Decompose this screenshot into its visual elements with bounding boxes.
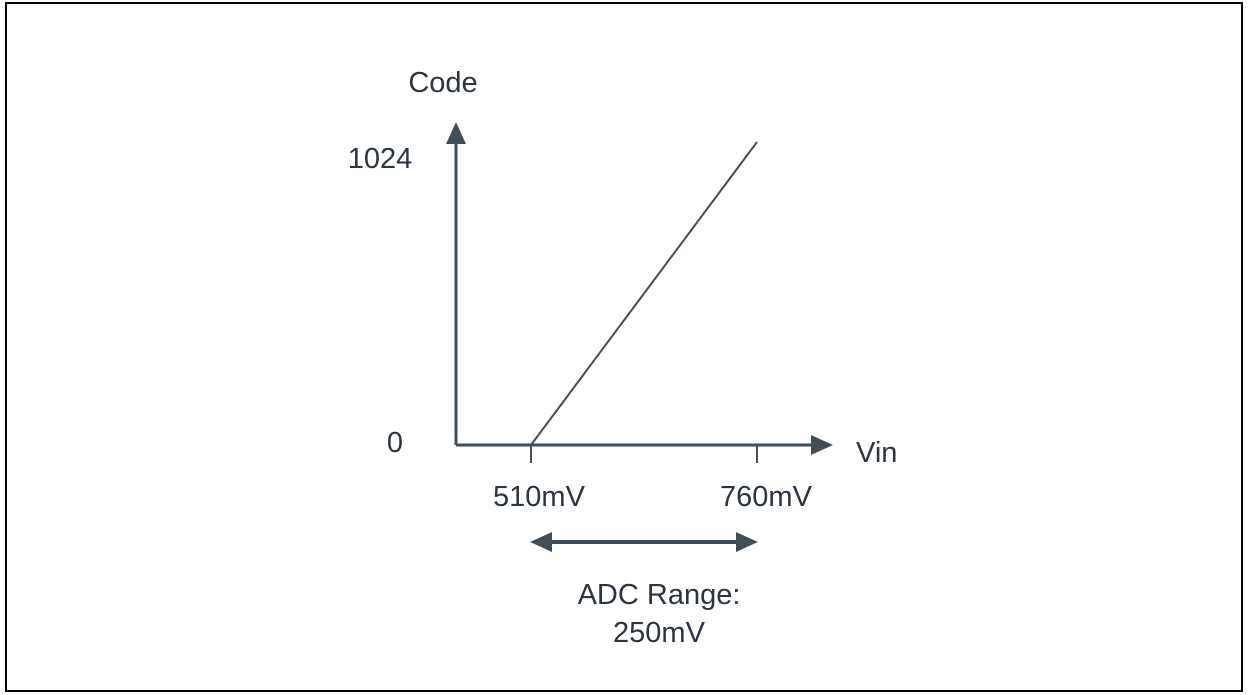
y-axis-arrowhead	[446, 122, 466, 144]
transfer-line	[531, 142, 757, 445]
range-label-line1: ADC Range:	[578, 579, 741, 611]
range-arrow-right-head	[736, 532, 758, 552]
y-axis-label: Code	[408, 67, 477, 99]
range-label-line2: 250mV	[613, 617, 706, 649]
range-arrow-left-head	[530, 532, 552, 552]
x-axis-arrowhead	[811, 435, 833, 455]
x-axis-label: Vin	[856, 437, 897, 469]
y-max-label: 1024	[348, 143, 413, 175]
y-min-label: 0	[387, 427, 403, 459]
x-start-label: 510mV	[493, 481, 586, 513]
x-end-label: 760mV	[720, 481, 813, 513]
